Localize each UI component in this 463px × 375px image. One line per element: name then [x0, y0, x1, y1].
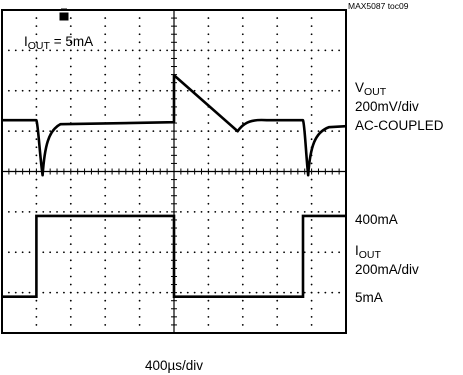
iout-low-level: 5mA: [355, 290, 383, 305]
iout-scale: 200mA/div: [355, 262, 419, 277]
load-current-annotation: IOUT = 5mA: [24, 34, 93, 52]
vout-trace: [2, 73, 347, 177]
figure-id: MAX5087 toc09: [348, 1, 409, 11]
iout-high-level: 400mA: [355, 212, 398, 227]
iout-trace: [2, 214, 346, 298]
vout-coupling: AC-COUPLED: [355, 118, 444, 133]
vout-label: VOUT: [355, 80, 387, 98]
scope-grid: [1, 8, 347, 334]
vout-scale: 200mV/div: [355, 99, 419, 114]
iout-label: IOUT: [355, 243, 382, 261]
time-scale: 400µs/div: [145, 358, 203, 373]
